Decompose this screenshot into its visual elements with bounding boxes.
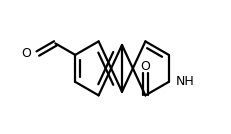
Text: NH: NH [175,75,194,88]
Text: O: O [140,60,150,73]
Text: O: O [21,47,31,60]
